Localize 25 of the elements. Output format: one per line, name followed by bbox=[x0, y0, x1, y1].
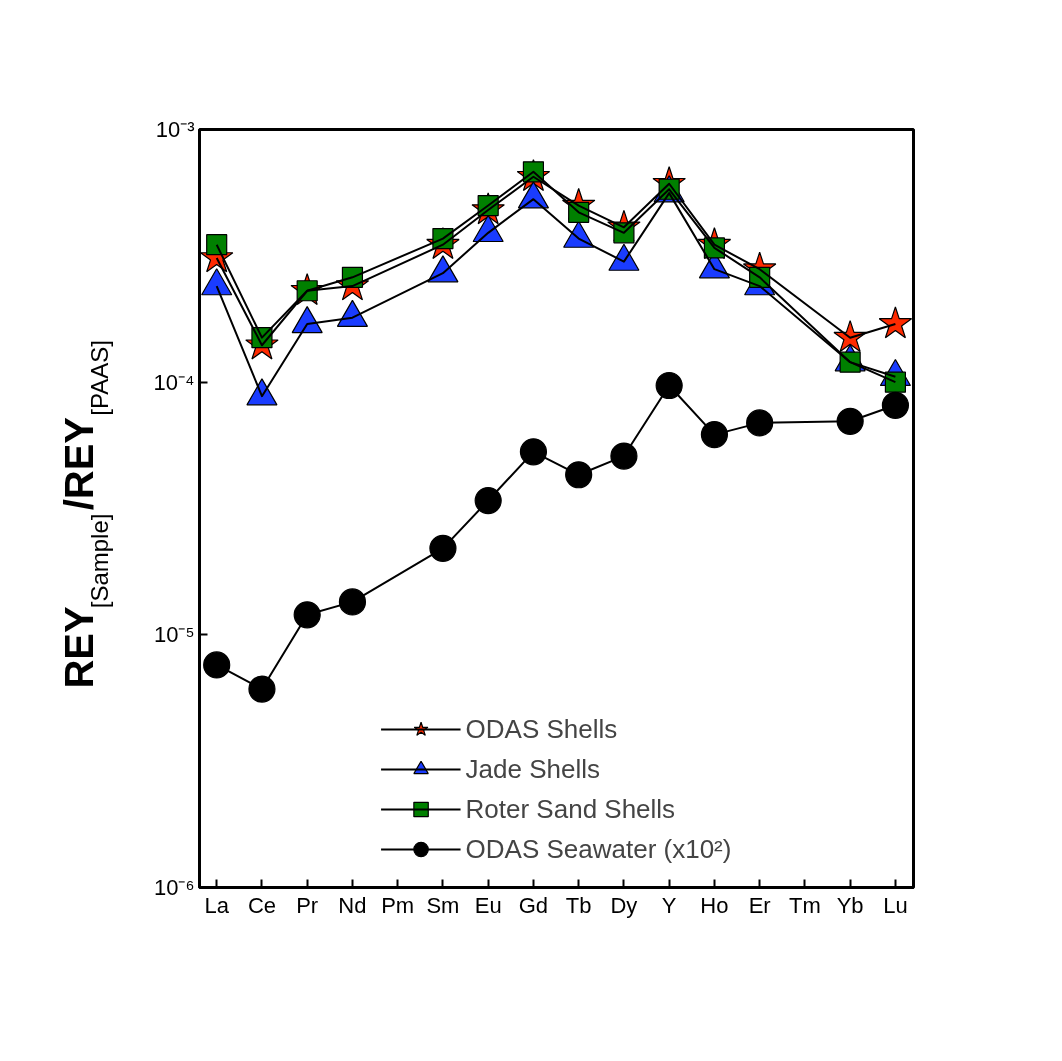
x-tick-label: La bbox=[204, 892, 230, 918]
y-tick-label: 10⁻⁴ bbox=[153, 369, 195, 395]
legend-label: ODAS Shells bbox=[465, 712, 618, 746]
y-axis-title: REY[Sample]/REY[PAAS] bbox=[56, 340, 113, 689]
x-tick-label: Pr bbox=[296, 892, 319, 918]
x-tick-label: Gd bbox=[518, 892, 549, 918]
legend-label: Roter Sand Shells bbox=[465, 792, 676, 826]
x-tick-label: Lu bbox=[883, 892, 908, 918]
y-tick-label: 10⁻⁶ bbox=[153, 875, 195, 900]
x-tick-label: Nd bbox=[338, 892, 367, 918]
x-tick-label: Y bbox=[661, 892, 677, 918]
x-tick-label: Tb bbox=[565, 892, 592, 918]
x-tick-label: Tm bbox=[789, 892, 821, 918]
x-tick-label: Yb bbox=[836, 892, 864, 918]
x-tick-label: Eu bbox=[474, 892, 502, 918]
x-tick-label: Ce bbox=[247, 892, 276, 918]
y-tick-label: 10⁻⁵ bbox=[153, 622, 195, 648]
x-tick-label: Pm bbox=[381, 892, 415, 918]
x-tick-label: Er bbox=[748, 892, 771, 918]
x-tick-label: Sm bbox=[426, 892, 460, 918]
legend-label: ODAS Seawater (x10²) bbox=[465, 832, 732, 866]
legend-label: Jade Shells bbox=[465, 752, 600, 786]
x-tick-label: Dy bbox=[610, 892, 638, 918]
x-tick-label: Ho bbox=[700, 892, 729, 918]
y-tick-label: 10⁻³ bbox=[155, 117, 195, 142]
